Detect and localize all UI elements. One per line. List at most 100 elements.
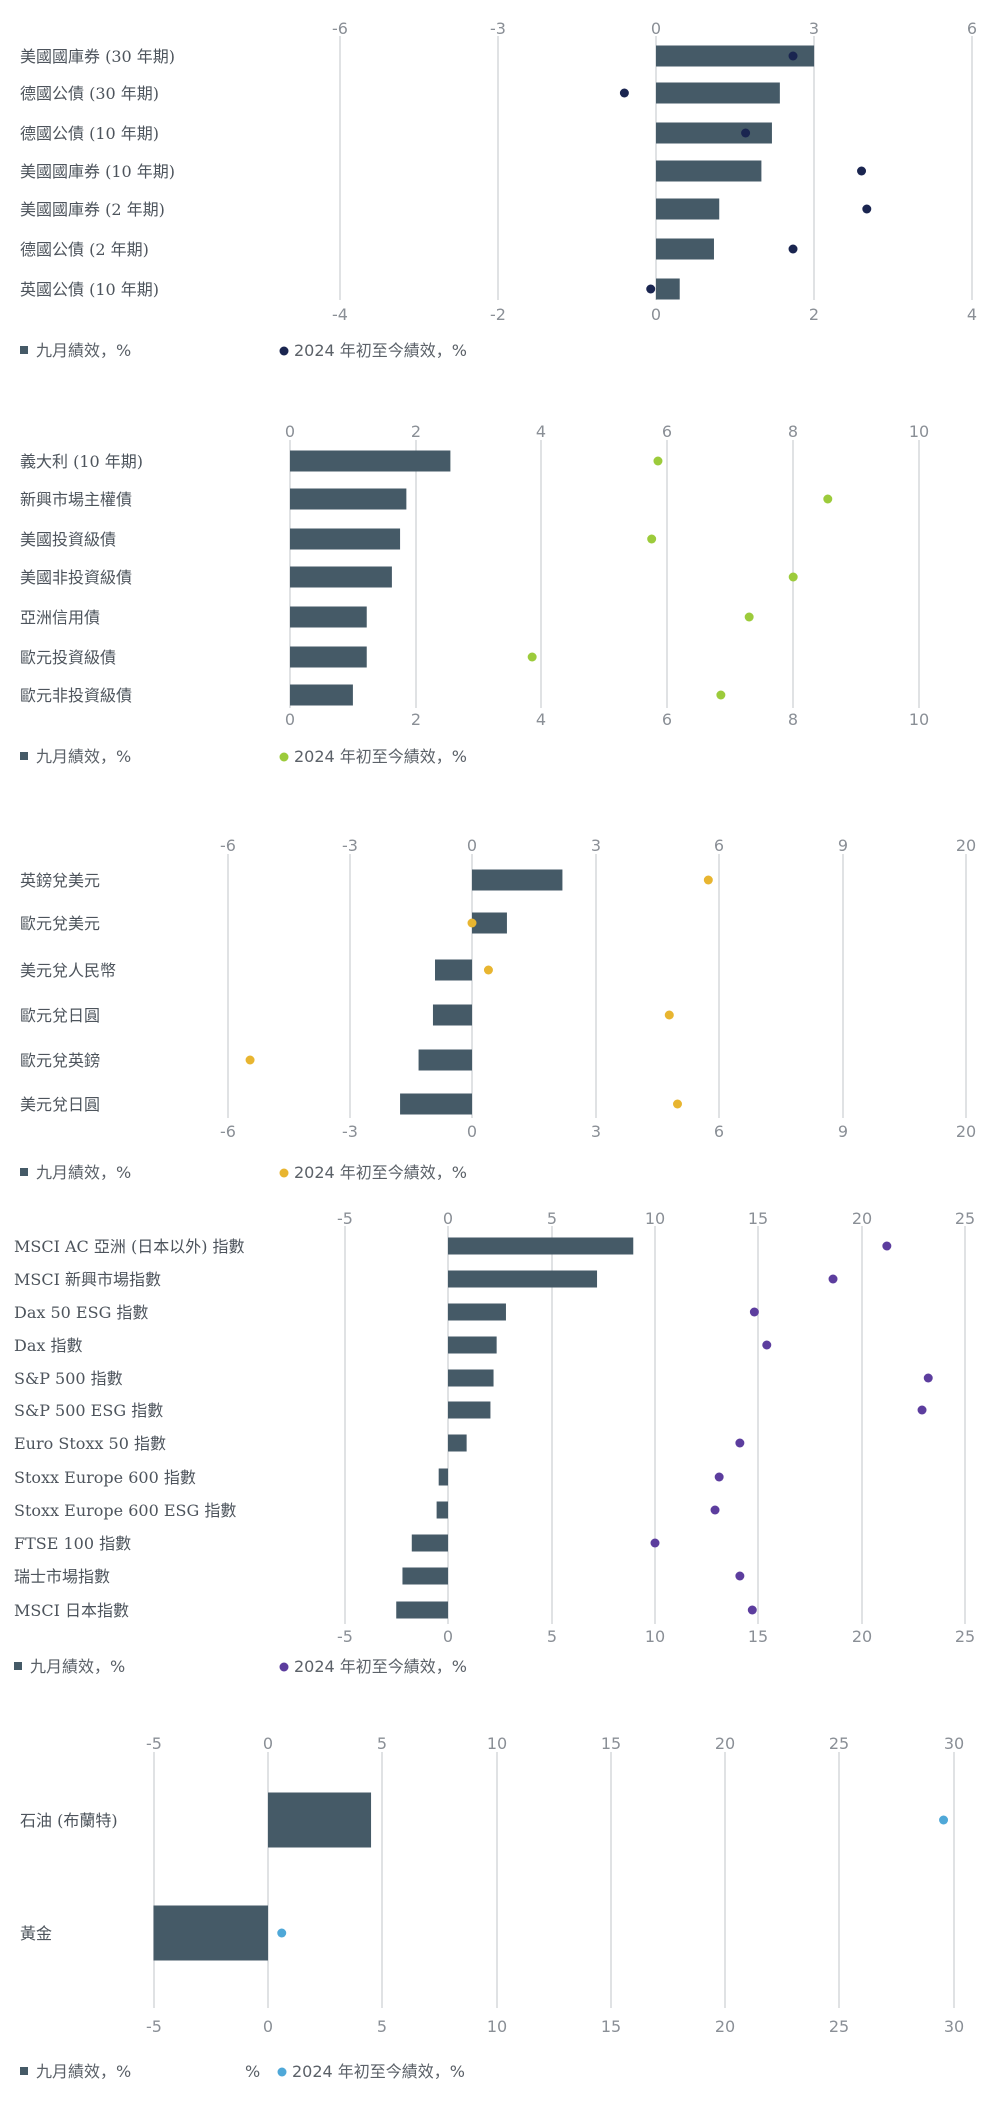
tick-label-top: 3 bbox=[591, 836, 601, 855]
tick-label-bottom: 25 bbox=[955, 1627, 975, 1646]
ytd-dot bbox=[741, 128, 751, 138]
legend-dot-label: 2024 年初至今績效，% bbox=[292, 2062, 465, 2081]
bar bbox=[436, 1501, 448, 1519]
bar bbox=[153, 1905, 268, 1961]
tick-label-bottom: 2 bbox=[411, 710, 421, 729]
category-label: MSCI AC 亞洲 (日本以外) 指數 bbox=[14, 1237, 245, 1256]
category-label: 美國投資級債 bbox=[20, 530, 116, 549]
legend-dot-label: 2024 年初至今績效，% bbox=[294, 1163, 467, 1182]
bar bbox=[656, 82, 780, 104]
category-label: Euro Stoxx 50 指數 bbox=[14, 1434, 166, 1453]
category-label: Dax 指數 bbox=[14, 1336, 82, 1355]
tick-label-top: -6 bbox=[332, 19, 348, 38]
tick-label-top: 25 bbox=[829, 1734, 849, 1753]
bar bbox=[432, 1004, 472, 1026]
bar bbox=[290, 684, 353, 706]
bar bbox=[290, 606, 367, 628]
category-label: 英鎊兌美元 bbox=[20, 871, 100, 890]
bar bbox=[656, 122, 772, 144]
legend-dot-icon bbox=[279, 752, 289, 762]
ytd-dot bbox=[653, 456, 663, 466]
legend-bar-label: 九月績效，% bbox=[30, 1657, 125, 1676]
bar bbox=[448, 1270, 598, 1288]
tick-label-bottom: 9 bbox=[838, 1122, 848, 1141]
ytd-dot bbox=[923, 1373, 933, 1383]
legend-square-icon bbox=[20, 2067, 28, 2075]
tick-label-bottom: 0 bbox=[285, 710, 295, 729]
ytd-dot bbox=[788, 572, 798, 582]
tick-label-top: 10 bbox=[645, 1209, 665, 1228]
tick-label-bottom: -3 bbox=[342, 1122, 358, 1141]
category-label: 德國公債 (2 年期) bbox=[20, 240, 149, 259]
ytd-dot bbox=[650, 1538, 660, 1548]
category-label: FTSE 100 指數 bbox=[14, 1534, 131, 1553]
tick-label-bottom: 10 bbox=[487, 2017, 507, 2036]
tick-label-bottom: 5 bbox=[547, 1627, 557, 1646]
tick-label-top: 20 bbox=[715, 1734, 735, 1753]
tick-label-bottom: 0 bbox=[443, 1627, 453, 1646]
bar bbox=[438, 1468, 448, 1486]
legend-dot-label: 2024 年初至今績效，% bbox=[294, 1657, 467, 1676]
bar bbox=[448, 1336, 497, 1354]
bar bbox=[290, 450, 451, 472]
ytd-dot bbox=[619, 88, 629, 98]
legend-bar-label: 九月績效，% bbox=[36, 747, 131, 766]
category-label: 美國非投資級債 bbox=[20, 568, 132, 587]
category-label: MSCI 新興市場指數 bbox=[14, 1270, 161, 1289]
bar bbox=[396, 1601, 448, 1619]
ytd-dot bbox=[862, 204, 872, 214]
category-label: 德國公債 (30 年期) bbox=[20, 84, 159, 103]
ytd-dot bbox=[882, 1241, 892, 1251]
bar bbox=[400, 1093, 472, 1115]
ytd-dot bbox=[245, 1055, 255, 1065]
ytd-dot bbox=[762, 1340, 772, 1350]
bar bbox=[448, 1369, 494, 1387]
tick-label-top: 9 bbox=[838, 836, 848, 855]
tick-label-top: 3 bbox=[809, 19, 819, 38]
legend-dot-label: 2024 年初至今績效，% bbox=[294, 341, 467, 360]
tick-label-bottom: 15 bbox=[601, 2017, 621, 2036]
category-label: 美國國庫券 (2 年期) bbox=[20, 200, 165, 219]
bar bbox=[435, 959, 472, 981]
tick-label-top: 2 bbox=[411, 422, 421, 441]
bar bbox=[472, 869, 563, 891]
category-label: Stoxx Europe 600 指數 bbox=[14, 1468, 196, 1487]
legend-bar-label: 九月績效，% bbox=[36, 2062, 131, 2081]
tick-label-top: 20 bbox=[852, 1209, 872, 1228]
category-label: 歐元非投資級債 bbox=[20, 686, 132, 705]
tick-label-bottom: 15 bbox=[748, 1627, 768, 1646]
category-label: 美元兌人民幣 bbox=[20, 961, 116, 980]
bar bbox=[290, 646, 367, 668]
bar bbox=[290, 488, 407, 510]
category-label: 黃金 bbox=[20, 1924, 52, 1943]
ytd-dot bbox=[467, 918, 477, 928]
ytd-dot bbox=[857, 166, 867, 176]
bar bbox=[656, 45, 815, 67]
ytd-dot bbox=[714, 1472, 724, 1482]
ytd-dot bbox=[788, 51, 798, 61]
tick-label-top: 30 bbox=[944, 1734, 964, 1753]
tick-label-bottom: -6 bbox=[220, 1122, 236, 1141]
category-label: 歐元兌英鎊 bbox=[20, 1051, 100, 1070]
bar bbox=[656, 160, 762, 182]
tick-label-top: 15 bbox=[601, 1734, 621, 1753]
category-label: 石油 (布蘭特) bbox=[20, 1811, 118, 1830]
tick-label-bottom: -5 bbox=[146, 2017, 162, 2036]
ytd-dot bbox=[703, 875, 713, 885]
category-label: 美國國庫券 (30 年期) bbox=[20, 47, 175, 66]
bar bbox=[290, 566, 392, 588]
bar bbox=[448, 1303, 506, 1321]
tick-label-top: 20 bbox=[956, 836, 976, 855]
category-label: 瑞士市場指數 bbox=[14, 1567, 110, 1586]
ytd-dot bbox=[917, 1405, 927, 1415]
category-label: 美國國庫券 (10 年期) bbox=[20, 162, 175, 181]
category-label: Stoxx Europe 600 ESG 指數 bbox=[14, 1501, 236, 1520]
tick-label-top: 5 bbox=[547, 1209, 557, 1228]
tick-label-top: -3 bbox=[342, 836, 358, 855]
bar bbox=[656, 278, 680, 300]
ytd-dot bbox=[747, 1605, 757, 1615]
ytd-dot bbox=[735, 1438, 745, 1448]
tick-label-bottom: 20 bbox=[956, 1122, 976, 1141]
tick-label-top: 25 bbox=[955, 1209, 975, 1228]
